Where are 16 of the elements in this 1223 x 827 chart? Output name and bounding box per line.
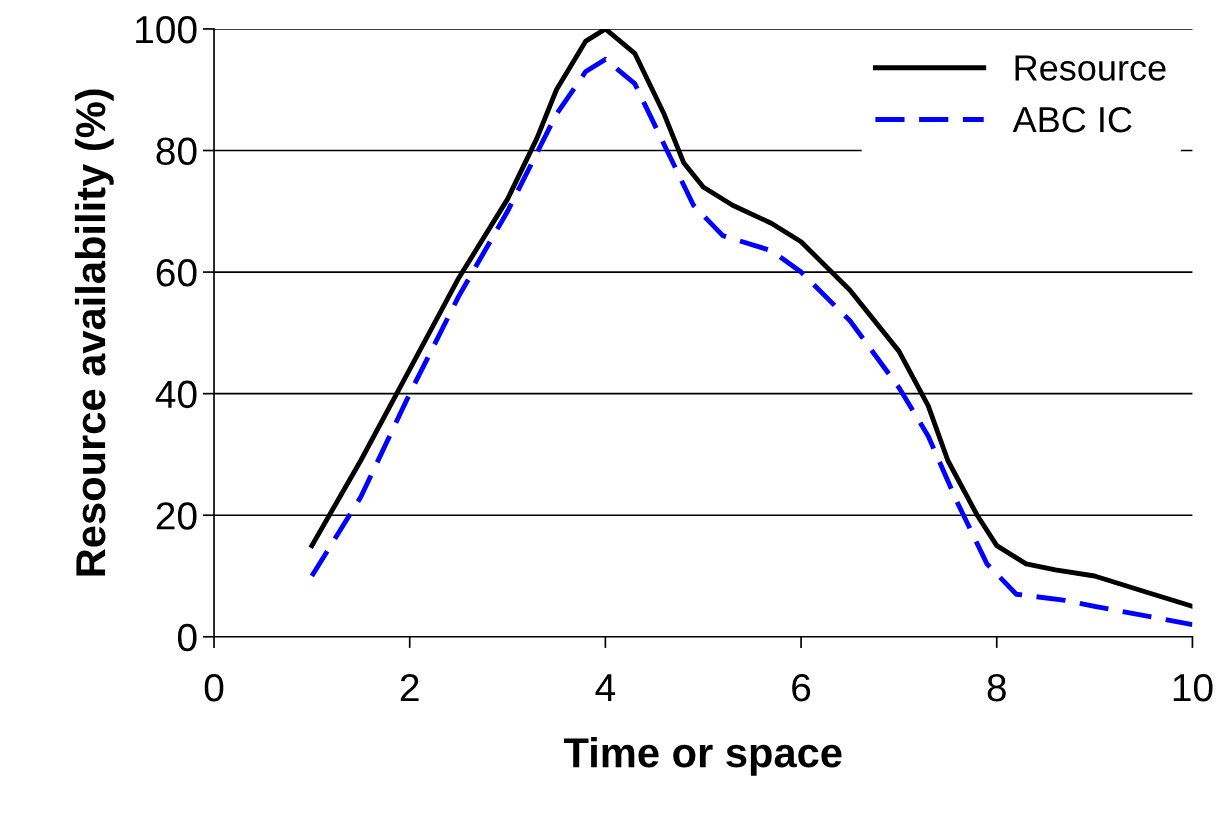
y-tick-label: 100 xyxy=(136,15,197,44)
y-tick-label: 20 xyxy=(156,502,197,530)
y-tick-label: 80 xyxy=(156,137,197,165)
y-axis-title: Resource availability (%) xyxy=(74,89,114,576)
x-tick-label: 6 xyxy=(792,673,811,702)
y-tick-label: 40 xyxy=(155,380,197,409)
x-tick-label: 2 xyxy=(400,673,419,702)
y-tick-label: 0 xyxy=(177,623,197,652)
legend-label: Resource xyxy=(1015,55,1166,81)
legend-label: ABC IC xyxy=(1012,106,1132,133)
x-tick-label: 10 xyxy=(1173,673,1213,702)
y-tick-label: 60 xyxy=(156,259,197,287)
x-tick-label: 8 xyxy=(987,673,1006,702)
x-tick-label: 0 xyxy=(204,673,224,702)
x-axis-title: Time or space xyxy=(563,736,842,776)
x-tick-label: 4 xyxy=(595,674,616,702)
